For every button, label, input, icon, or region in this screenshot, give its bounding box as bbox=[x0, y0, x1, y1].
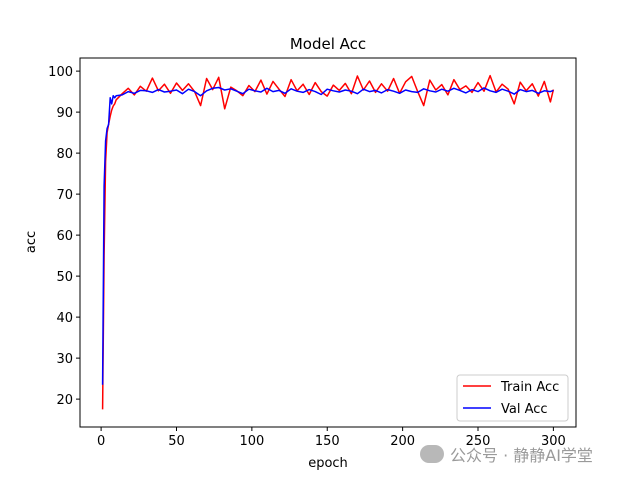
wechat-icon bbox=[420, 445, 444, 463]
x-tick-label: 50 bbox=[168, 434, 185, 449]
x-tick-label: 100 bbox=[239, 434, 264, 449]
legend-label-train: Train Acc bbox=[500, 380, 559, 395]
y-tick-label: 70 bbox=[56, 188, 73, 203]
y-tick-label: 50 bbox=[56, 270, 73, 285]
y-axis-label: acc bbox=[24, 231, 39, 253]
chart-title: Model Acc bbox=[290, 35, 366, 53]
y-axis: 20 30 40 50 60 70 80 90 100 bbox=[48, 65, 80, 408]
axes-frame bbox=[79, 57, 577, 428]
y-tick-label: 90 bbox=[56, 106, 73, 121]
series-line-train-acc bbox=[101, 74, 555, 410]
y-tick-label: 20 bbox=[56, 393, 73, 408]
x-tick-label: 200 bbox=[390, 434, 415, 449]
x-tick-label: 300 bbox=[541, 434, 566, 449]
x-tick-label: 0 bbox=[97, 434, 105, 449]
legend: Train Acc Val Acc bbox=[456, 374, 569, 422]
plot-area bbox=[101, 74, 555, 410]
legend-label-val: Val Acc bbox=[501, 402, 548, 417]
y-tick-label: 100 bbox=[48, 65, 73, 80]
y-tick-label: 60 bbox=[56, 229, 73, 244]
watermark: 公众号 · 静静AI学堂 bbox=[420, 442, 593, 466]
x-axis-label: epoch bbox=[308, 456, 348, 471]
watermark-text: 公众号 · 静静AI学堂 bbox=[450, 446, 593, 465]
x-tick-label: 150 bbox=[315, 434, 340, 449]
x-axis: 0 50 100 150 200 250 300 bbox=[97, 427, 566, 449]
series-line-val-acc bbox=[101, 86, 554, 385]
x-tick-label: 250 bbox=[466, 434, 491, 449]
y-tick-label: 40 bbox=[56, 311, 73, 326]
y-tick-label: 30 bbox=[56, 352, 73, 367]
y-tick-label: 80 bbox=[56, 147, 73, 162]
